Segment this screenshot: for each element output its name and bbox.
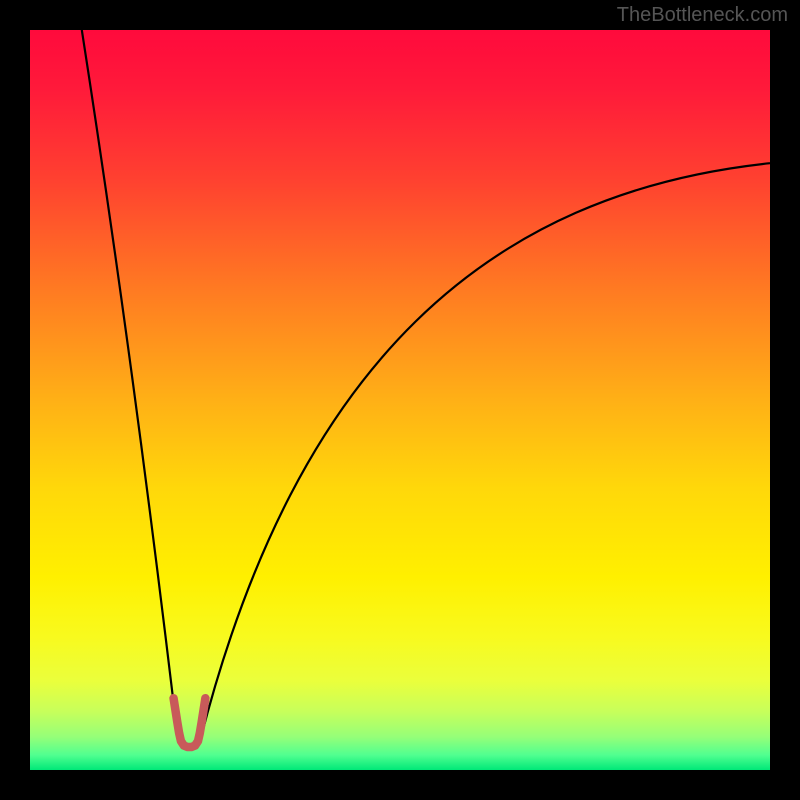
curve-left-branch <box>82 30 178 740</box>
bottleneck-marker <box>174 698 206 747</box>
curve-layer <box>30 30 770 770</box>
watermark-text: TheBottleneck.com <box>617 4 788 27</box>
plot-area <box>30 30 770 770</box>
curve-right-branch <box>200 163 770 740</box>
